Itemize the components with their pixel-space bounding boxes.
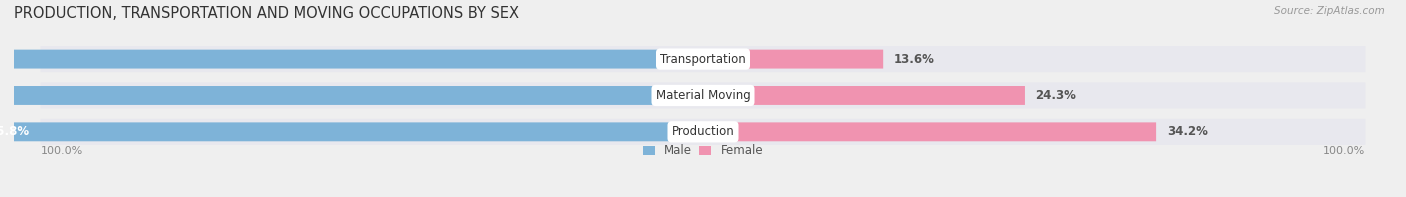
FancyBboxPatch shape — [41, 119, 1365, 145]
FancyBboxPatch shape — [0, 50, 703, 69]
Text: Transportation: Transportation — [661, 53, 745, 66]
FancyBboxPatch shape — [703, 86, 1025, 105]
FancyBboxPatch shape — [0, 122, 703, 141]
Legend: Male, Female: Male, Female — [643, 144, 763, 157]
Text: 100.0%: 100.0% — [1323, 146, 1365, 156]
Text: 24.3%: 24.3% — [1036, 89, 1077, 102]
FancyBboxPatch shape — [41, 82, 1365, 109]
FancyBboxPatch shape — [41, 46, 1365, 72]
Text: 65.8%: 65.8% — [0, 125, 30, 138]
FancyBboxPatch shape — [703, 50, 883, 69]
Text: Production: Production — [672, 125, 734, 138]
FancyBboxPatch shape — [703, 122, 1156, 141]
Text: PRODUCTION, TRANSPORTATION AND MOVING OCCUPATIONS BY SEX: PRODUCTION, TRANSPORTATION AND MOVING OC… — [14, 6, 519, 21]
FancyBboxPatch shape — [0, 86, 703, 105]
Text: Source: ZipAtlas.com: Source: ZipAtlas.com — [1274, 6, 1385, 16]
Text: 13.6%: 13.6% — [894, 53, 935, 66]
Text: 34.2%: 34.2% — [1167, 125, 1208, 138]
Text: 100.0%: 100.0% — [41, 146, 83, 156]
Text: Material Moving: Material Moving — [655, 89, 751, 102]
